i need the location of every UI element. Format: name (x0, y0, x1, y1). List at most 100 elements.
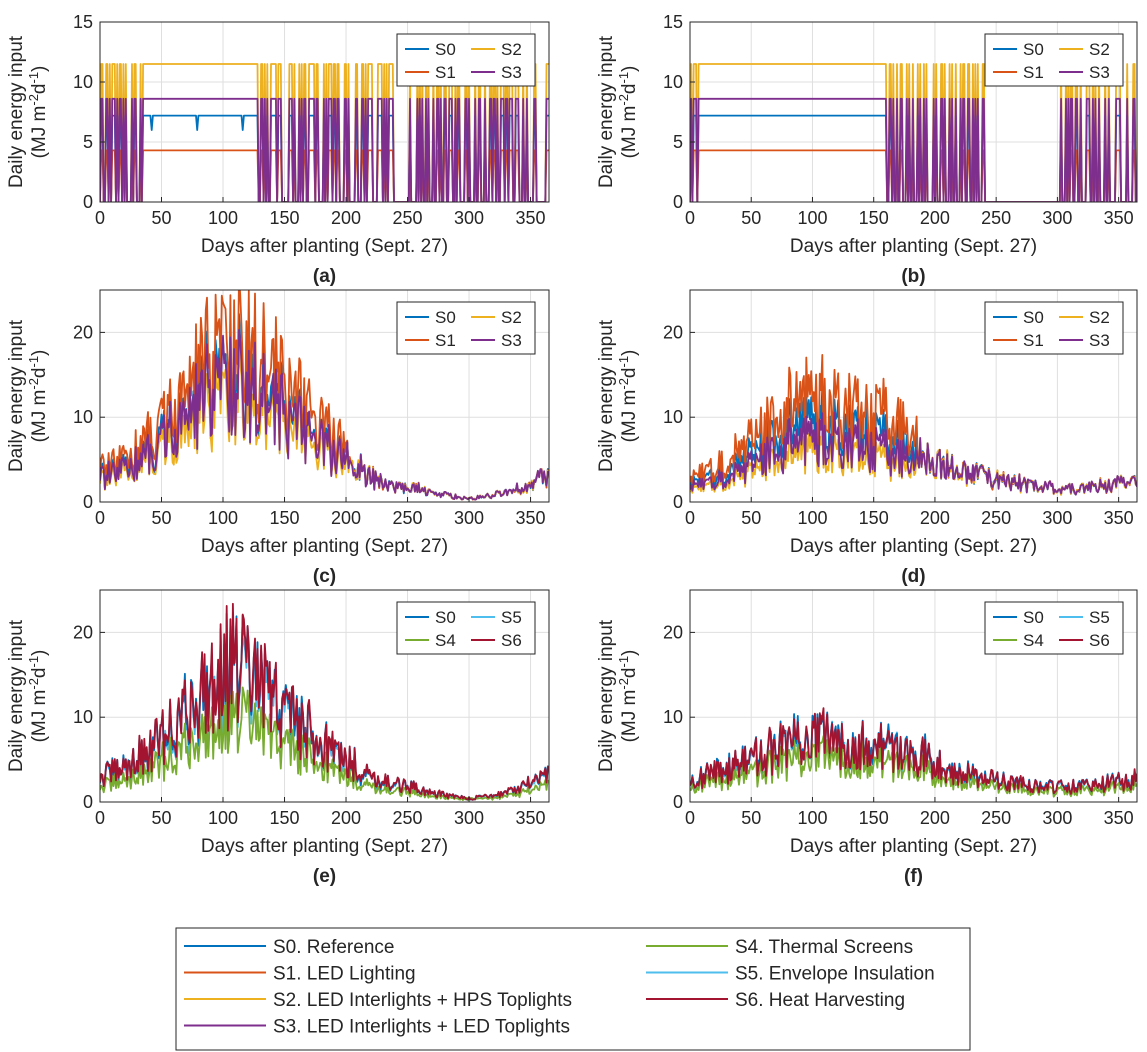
x-tick-label: 300 (1042, 508, 1072, 528)
common-legend-label-S6: S6. Heat Harvesting (735, 990, 905, 1011)
series-group (100, 290, 549, 501)
y-axis-unit: (MJ m-2d-1) (26, 350, 50, 443)
x-tick-label: 200 (920, 508, 950, 528)
x-tick-label: 150 (269, 208, 299, 228)
y-axis-label: Daily energy input (6, 35, 27, 188)
series-line-S3 (690, 411, 1137, 496)
x-tick-label: 100 (797, 808, 827, 828)
common-legend-label-S1: S1. LED Lighting (273, 964, 416, 985)
y-tick-label: 20 (663, 322, 683, 342)
x-tick-label: 350 (1104, 208, 1134, 228)
y-axis-label: Daily energy input (596, 319, 617, 472)
x-tick-label: 150 (859, 508, 889, 528)
y-tick-label: 0 (83, 792, 93, 812)
x-tick-label: 50 (741, 808, 761, 828)
y-tick-label: 0 (83, 492, 93, 512)
y-axis-label: Daily energy input (596, 35, 617, 188)
panel-caption: (d) (901, 566, 925, 587)
y-tick-label: 10 (73, 707, 93, 727)
x-axis-label: Days after planting (Sept. 27) (790, 836, 1037, 857)
legend-label-S3: S3 (1089, 63, 1110, 82)
x-tick-label: 0 (685, 208, 695, 228)
legend-label-S6: S6 (1089, 631, 1110, 650)
legend: S0 S4 S5 S6 (396, 601, 536, 655)
legend-label-S4: S4 (1023, 631, 1044, 650)
x-tick-label: 200 (920, 808, 950, 828)
series-line-S4 (690, 735, 1137, 798)
legend-label-S1: S1 (435, 331, 456, 350)
legend-label-S0: S0 (1023, 308, 1044, 327)
x-tick-label: 0 (685, 508, 695, 528)
y-axis-unit: (MJ m-2d-1) (616, 350, 640, 443)
legend: S0 S1 S2 S3 (396, 33, 536, 87)
y-axis-unit: (MJ m-2d-1) (26, 66, 50, 159)
x-tick-label: 0 (95, 508, 105, 528)
legend: S0 S1 S2 S3 (984, 33, 1124, 87)
legend-label-S2: S2 (1089, 308, 1110, 327)
legend-label-S3: S3 (501, 63, 522, 82)
plot-frame (689, 289, 1138, 503)
x-axis-label: Days after planting (Sept. 27) (790, 236, 1037, 257)
series-group (690, 707, 1137, 798)
common-legend-label-S3: S3. LED Interlights + LED Toplights (273, 1017, 570, 1038)
x-tick-label: 250 (981, 508, 1011, 528)
x-axis-label: Days after planting (Sept. 27) (790, 536, 1037, 557)
common-legend-label-S4: S4. Thermal Screens (735, 937, 913, 958)
x-tick-label: 300 (454, 508, 484, 528)
y-axis-label: Daily energy input (596, 619, 617, 772)
x-tick-label: 50 (741, 208, 761, 228)
series-group (690, 354, 1137, 496)
plot-frame (689, 589, 1138, 803)
y-axis-label: Daily energy input (6, 319, 27, 472)
y-axis-unit: (MJ m-2d-1) (616, 66, 640, 159)
y-tick-label: 0 (673, 792, 683, 812)
common-legend-box (175, 927, 971, 1051)
y-axis-label: Daily energy input (6, 619, 27, 772)
series-group (100, 63, 549, 202)
legend-box (984, 301, 1124, 355)
x-tick-label: 250 (981, 808, 1011, 828)
legend-label-S1: S1 (1023, 331, 1044, 350)
legend-box (984, 33, 1124, 87)
x-tick-label: 150 (269, 808, 299, 828)
legend: S0 S1 S2 S3 (984, 301, 1124, 355)
panel-d: 0 50 100 150 200 250 300 350 0 10 20 Days after pla… (596, 289, 1138, 587)
y-tick-label: 0 (673, 492, 683, 512)
x-tick-label: 350 (1104, 808, 1134, 828)
y-tick-label: 15 (663, 12, 683, 32)
y-tick-label: 10 (73, 407, 93, 427)
x-tick-label: 350 (516, 808, 546, 828)
legend-label-S0: S0 (435, 308, 456, 327)
legend-label-S2: S2 (1089, 40, 1110, 59)
y-tick-label: 0 (673, 192, 683, 212)
common-legend: S0. Reference S1. LED Lighting S2. LED Int… (175, 927, 971, 1051)
x-axis-label: Days after planting (Sept. 27) (201, 836, 448, 857)
y-tick-label: 20 (73, 622, 93, 642)
series-line-S6 (100, 602, 549, 801)
plot-frame (99, 589, 550, 803)
x-tick-label: 50 (151, 508, 171, 528)
x-tick-label: 150 (859, 208, 889, 228)
series-line-S3 (100, 329, 549, 501)
legend-label-S0: S0 (1023, 40, 1044, 59)
x-tick-label: 350 (516, 508, 546, 528)
legend-box (984, 601, 1124, 655)
series-line-S3 (100, 97, 549, 202)
legend-label-S5: S5 (1089, 608, 1110, 627)
y-tick-label: 15 (73, 12, 93, 32)
legend: S0 S1 S2 S3 (396, 301, 536, 355)
plot-frame (689, 21, 1138, 203)
x-tick-label: 200 (920, 208, 950, 228)
x-tick-label: 250 (393, 208, 423, 228)
panel-a: 0 50 100 150 200 250 300 350 0 5 10 15 Days after pl… (6, 12, 550, 287)
legend-label-S0: S0 (435, 608, 456, 627)
panel-f: 0 50 100 150 200 250 300 350 0 10 20 Days after pla… (596, 589, 1138, 887)
x-tick-label: 350 (1104, 508, 1134, 528)
series-line-S3 (690, 97, 1137, 202)
series-line-S6 (690, 707, 1137, 795)
x-tick-label: 50 (151, 808, 171, 828)
x-tick-label: 250 (393, 808, 423, 828)
plot-frame (99, 289, 550, 503)
x-tick-label: 100 (797, 208, 827, 228)
